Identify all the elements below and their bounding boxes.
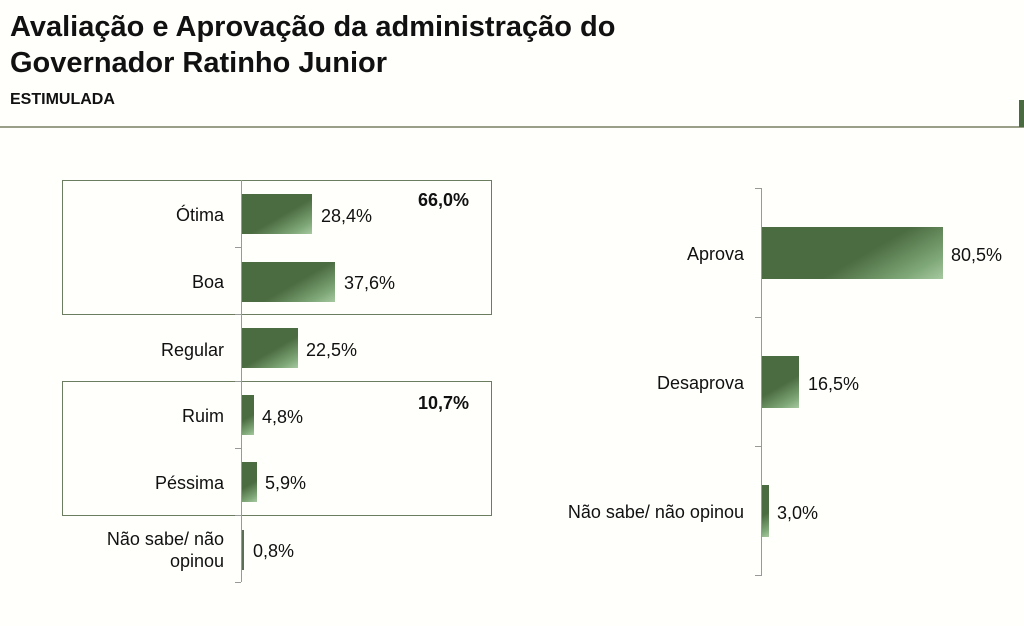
axis-tick bbox=[235, 247, 241, 248]
value-label-regular: 22,5% bbox=[306, 340, 358, 360]
positive-group-box bbox=[62, 180, 492, 315]
bar-aprova bbox=[762, 227, 943, 279]
axis-tick bbox=[755, 446, 761, 447]
bar-pessima bbox=[242, 462, 257, 502]
category-label-pessima: Péssima bbox=[154, 473, 224, 493]
value-label-boa: 37,6% bbox=[344, 273, 396, 293]
value-label-ruim: 4,8% bbox=[262, 407, 304, 427]
value-label-nao-sabe-aprovacao: 3,0% bbox=[777, 503, 819, 523]
approval-axis bbox=[761, 188, 762, 576]
bar-ruim bbox=[242, 395, 254, 435]
value-label-aprova: 80,5% bbox=[951, 245, 1003, 265]
axis-tick bbox=[755, 188, 761, 189]
category-label-ruim: Ruim bbox=[181, 406, 224, 426]
value-label-desaprova: 16,5% bbox=[808, 374, 860, 394]
header-divider bbox=[0, 126, 1024, 128]
category-label-nao-sabe: Não sabe/ não opinou bbox=[60, 528, 224, 572]
bar-nao-sabe-aprovacao bbox=[762, 485, 769, 537]
negative-group-box bbox=[62, 381, 492, 516]
bar-boa bbox=[242, 262, 335, 302]
axis-tick bbox=[755, 575, 761, 576]
value-label-nao-sabe: 0,8% bbox=[253, 541, 295, 561]
axis-tick bbox=[235, 381, 241, 382]
bar-desaprova bbox=[762, 356, 799, 408]
category-label-nao-sabe-line1: Não sabe/ não bbox=[106, 529, 224, 549]
bar-regular bbox=[242, 328, 298, 368]
axis-tick bbox=[235, 582, 241, 583]
axis-tick bbox=[755, 317, 761, 318]
axis-tick bbox=[235, 515, 241, 516]
negative-group-total: 10,7% bbox=[418, 393, 470, 413]
category-label-boa: Boa bbox=[191, 272, 224, 292]
title-line-1: Avaliação e Aprovação da administração d… bbox=[10, 11, 616, 43]
evaluation-axis bbox=[241, 180, 242, 582]
axis-tick bbox=[235, 448, 241, 449]
value-label-otima: 28,4% bbox=[321, 206, 373, 226]
category-label-regular: Regular bbox=[160, 340, 224, 360]
page-title: Avaliação e Aprovação da administração d… bbox=[10, 9, 615, 81]
category-label-nao-sabe-line2: opinou bbox=[169, 551, 224, 571]
category-label-desaprova: Desaprova bbox=[656, 373, 744, 393]
title-line-2: Governador Ratinho Junior bbox=[10, 47, 388, 79]
bar-otima bbox=[242, 194, 312, 234]
value-label-pessima: 5,9% bbox=[265, 473, 307, 493]
axis-tick bbox=[235, 314, 241, 315]
bar-nao-sabe bbox=[242, 530, 244, 570]
category-label-otima: Ótima bbox=[175, 205, 224, 225]
category-label-aprova: Aprova bbox=[686, 244, 744, 264]
category-label-nao-sabe-aprovacao: Não sabe/ não opinou bbox=[567, 502, 744, 522]
page-subtitle: ESTIMULADA bbox=[10, 91, 115, 108]
header-accent-bar bbox=[1019, 100, 1024, 127]
positive-group-total: 66,0% bbox=[418, 190, 470, 210]
